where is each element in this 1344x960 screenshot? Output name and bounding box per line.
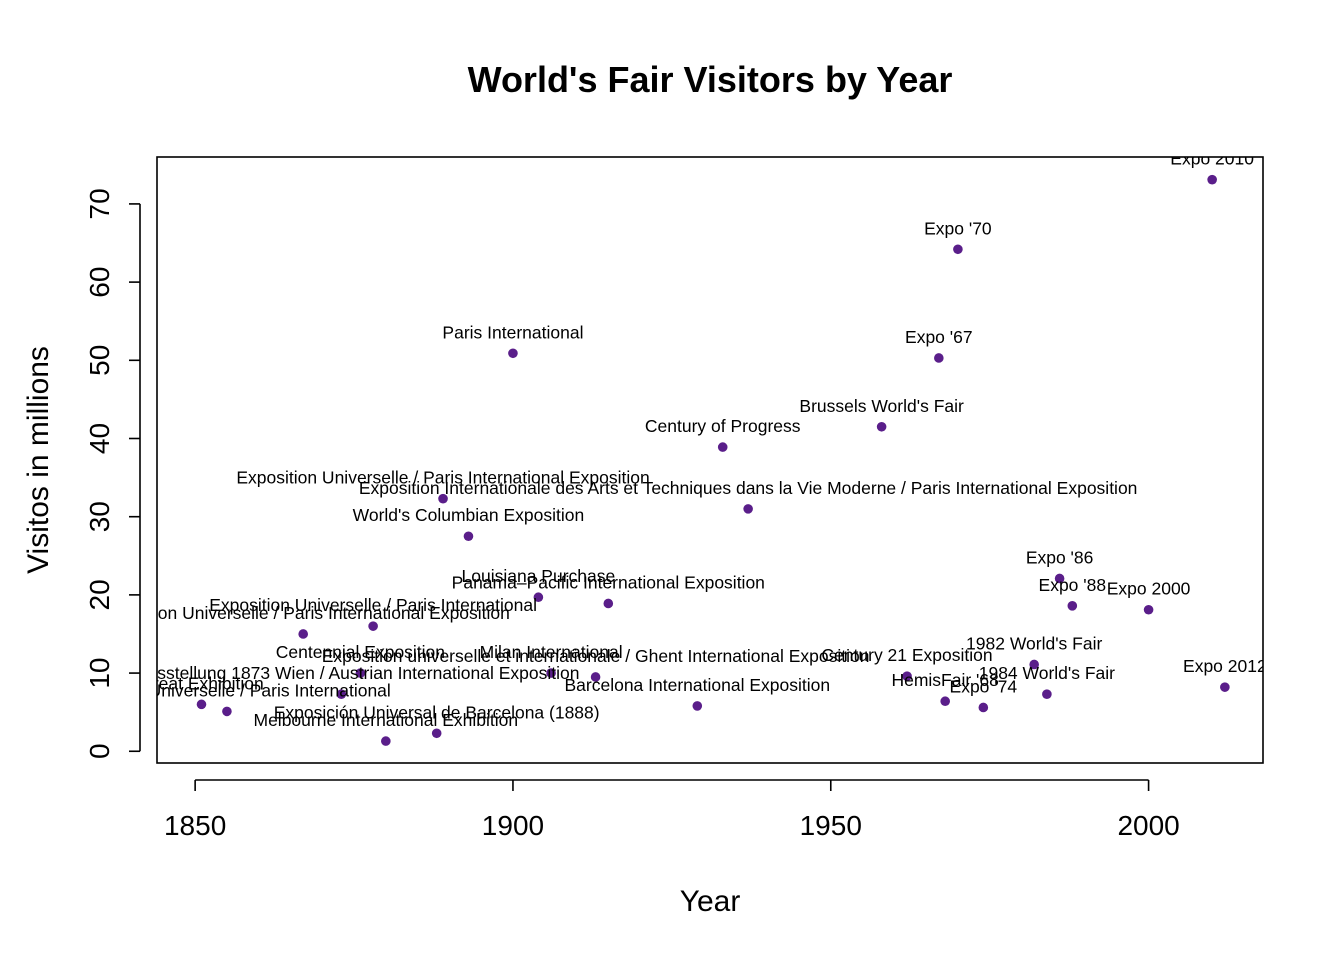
x-tick-label: 1950	[800, 810, 862, 841]
data-point	[336, 689, 347, 699]
data-point-label: Expo 2010	[1170, 149, 1254, 169]
data-point-label: HemisFair '68	[891, 670, 998, 690]
y-tick-label: 70	[84, 188, 115, 219]
data-point-label: Melbourne International Exhibition	[254, 710, 519, 730]
data-point-label: Expo '88	[1039, 575, 1107, 595]
data-point-label: Louisiana Purchase	[462, 566, 616, 586]
data-point	[1143, 604, 1154, 615]
y-tick-label: 50	[84, 345, 115, 376]
data-point	[546, 668, 556, 678]
data-point-label: Expo '70	[924, 218, 992, 238]
data-point-label: Exposition universelle et internationale…	[322, 646, 870, 666]
data-point	[978, 702, 989, 713]
chart-title: World's Fair Visitors by Year	[468, 59, 953, 100]
x-tick-label: 2000	[1117, 810, 1179, 841]
data-point	[298, 629, 308, 639]
data-point-label: Exposition Universelle / Paris Internati…	[236, 468, 649, 488]
x-tick-label: 1900	[482, 810, 544, 841]
y-tick-label: 60	[84, 267, 115, 298]
data-point-label: Exposition Internationale des Arts et Te…	[359, 478, 1138, 498]
x-axis-label: Year	[680, 885, 741, 918]
data-point	[508, 348, 518, 359]
data-point	[1220, 682, 1230, 692]
data-point	[934, 353, 944, 363]
data-point	[355, 668, 366, 678]
data-point	[1029, 659, 1039, 670]
data-point-label: Exposition Universelle / Paris Internati…	[96, 603, 509, 623]
data-point-label: Century 21 Exposition	[821, 645, 992, 665]
data-point	[590, 672, 601, 682]
data-point	[1054, 573, 1065, 584]
y-tick-label: 40	[84, 423, 115, 454]
data-point	[196, 699, 207, 710]
data-point-label: Expo '86	[1026, 547, 1094, 567]
data-point-label: World's Columbian Exposition	[353, 505, 585, 525]
data-point-label: Exposición Universal de Barcelona (1888)	[274, 702, 600, 722]
data-point	[533, 592, 544, 603]
data-point	[1207, 174, 1217, 185]
data-point-label: Great Exhibition	[139, 673, 264, 693]
data-point-label: Century of Progress	[645, 416, 801, 436]
data-point	[717, 442, 728, 452]
data-point	[953, 244, 963, 255]
data-point	[438, 493, 448, 504]
data-point-label: 1984 World's Fair	[979, 663, 1115, 683]
data-point-label: Exposition Universelle / Paris Internati…	[63, 680, 391, 700]
x-axis: 1850 1900 1950 2000	[164, 779, 1180, 841]
data-point-label: Brussels World's Fair	[799, 396, 964, 416]
y-tick-label: 20	[84, 579, 115, 610]
data-point-label: Barcelona International Exposition	[564, 675, 830, 695]
points-layer	[196, 174, 1230, 746]
data-point	[463, 531, 474, 542]
data-point	[692, 701, 703, 711]
data-point-label: Expo 2012	[1183, 656, 1267, 676]
x-tick-label: 1850	[164, 810, 226, 841]
data-point-label: Panama–Pacific International Exposition	[452, 572, 765, 592]
data-point	[940, 696, 950, 707]
data-point	[1042, 689, 1052, 699]
data-point-label: Expo '67	[905, 327, 973, 347]
data-point	[603, 598, 614, 609]
plot-frame	[156, 156, 1264, 764]
data-point	[431, 728, 442, 739]
y-tick-label: 30	[84, 501, 115, 532]
data-point-label: Paris International	[442, 322, 583, 342]
y-tick-label: 0	[84, 743, 115, 759]
data-point	[902, 671, 912, 682]
y-axis-label: Visitos in millions	[22, 346, 55, 574]
data-point-label: 1982 World's Fair	[966, 633, 1102, 653]
data-point-label: Exposition Universelle / Paris Internati…	[209, 595, 537, 615]
data-point-label: Expo '74	[950, 676, 1018, 696]
data-point	[381, 736, 391, 746]
data-point	[368, 621, 378, 631]
y-axis: 0 10 20 30 40 50 60 70	[84, 188, 141, 759]
data-point-label: Centennial Exposition	[276, 642, 445, 662]
data-point-label: Expo 2000	[1107, 579, 1191, 599]
y-tick-label: 10	[84, 657, 115, 688]
data-point	[222, 706, 232, 717]
data-point	[1067, 601, 1078, 611]
data-point	[876, 421, 887, 432]
data-point-label: Weltausstellung 1873 Wien / Austrian Int…	[103, 663, 579, 683]
data-point	[743, 504, 753, 514]
data-point-label: Milan International	[480, 642, 623, 662]
